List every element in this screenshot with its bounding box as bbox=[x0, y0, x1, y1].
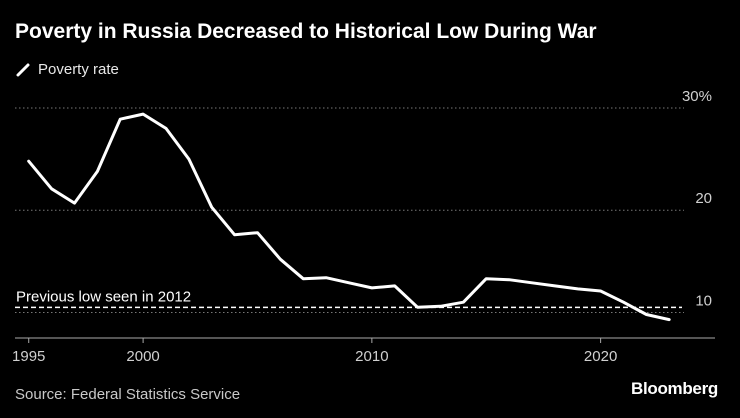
legend-line-icon bbox=[16, 63, 30, 76]
chart-title: Poverty in Russia Decreased to Historica… bbox=[15, 20, 597, 43]
y-tick-label: 10 bbox=[695, 292, 712, 309]
y-tick-label: 20 bbox=[695, 190, 712, 207]
reference-label: Previous low seen in 2012 bbox=[16, 288, 191, 305]
x-tick-label: 2000 bbox=[126, 348, 159, 365]
x-tick-label: 2020 bbox=[584, 348, 617, 365]
legend-label: Poverty rate bbox=[38, 61, 119, 78]
y-tick-label: 30% bbox=[682, 88, 712, 105]
x-tick-label: 2010 bbox=[355, 348, 388, 365]
legend: Poverty rate bbox=[15, 61, 119, 78]
poverty-rate-line bbox=[27, 112, 671, 322]
source-note: Source: Federal Statistics Service bbox=[15, 386, 241, 403]
bloomberg-logo: Bloomberg bbox=[630, 379, 718, 398]
x-tick-label: 1995 bbox=[12, 348, 45, 365]
